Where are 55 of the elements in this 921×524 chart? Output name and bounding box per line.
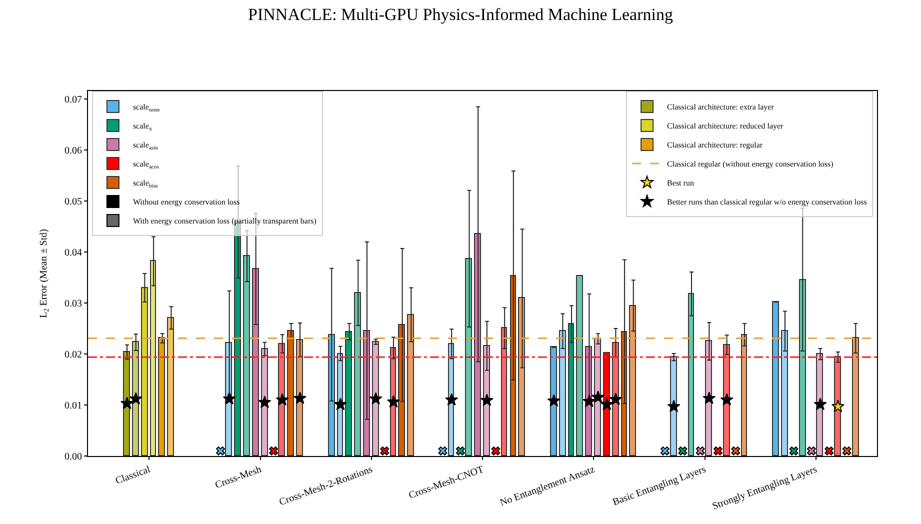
bar (167, 317, 174, 456)
bar (354, 292, 361, 456)
legend-label: scale$_{acos}$ (132, 160, 159, 170)
y-tick-label: 0.00 (64, 452, 82, 462)
legend-label: scale$_{asin}$ (132, 140, 158, 152)
bar (465, 258, 472, 456)
bar (781, 330, 788, 456)
legend-label: scale$_{none}$ (132, 102, 160, 114)
bar (407, 314, 414, 456)
y-tick-label: 0.05 (64, 196, 82, 208)
legend-label: scale$_{π}$ (132, 122, 152, 132)
y-tick-label: 0.01 (64, 400, 82, 412)
bar (705, 340, 712, 456)
bar (252, 268, 259, 456)
bar (501, 327, 507, 456)
bar (852, 337, 859, 456)
bar (372, 341, 379, 456)
bar (150, 260, 156, 456)
legend-label: Classical architecture: extra layer (667, 102, 774, 112)
bar (345, 331, 352, 456)
legend-label: With energy conservation loss (partially transparent bars) (132, 216, 317, 226)
bar (568, 323, 574, 456)
legend-label: Best run (667, 178, 694, 188)
chart-title: PINNACLE: Multi-GPU Physics-Informed Machine Learning (248, 4, 674, 24)
bar (123, 351, 130, 456)
y-tick-label: 0.04 (64, 248, 82, 259)
bar (158, 337, 165, 456)
bar (741, 334, 747, 456)
y-tick-label: 0.02 (64, 350, 82, 361)
bar (688, 293, 694, 456)
bar (576, 275, 583, 456)
y-tick-label: 0.07 (64, 94, 82, 106)
bar (278, 343, 285, 456)
bar (629, 305, 636, 456)
y-tick-label: 0.03 (64, 298, 82, 310)
y-tick-label: 0.06 (64, 146, 82, 157)
bar (612, 342, 619, 456)
bar (772, 301, 779, 456)
bar (559, 330, 566, 456)
legend-label: scale$_{bias}$ (132, 178, 158, 190)
legend-label: Better runs than classical regular w/o energy conservation loss (667, 198, 867, 207)
bar (243, 255, 250, 456)
bar (550, 346, 557, 456)
bar (132, 341, 139, 456)
bar (834, 356, 841, 456)
bar (287, 330, 294, 456)
bar (474, 233, 481, 456)
bar (603, 352, 610, 456)
legend-label: Classical architecture: reduced layer (667, 122, 784, 131)
bar (141, 287, 148, 456)
bar (799, 279, 806, 456)
legend-label: Without energy conservation loss (132, 198, 240, 207)
bar (518, 297, 525, 456)
legend-label: Classical architecture: regular (667, 140, 763, 150)
legend-label: Classical regular (without energy conservation loss) (667, 160, 834, 169)
